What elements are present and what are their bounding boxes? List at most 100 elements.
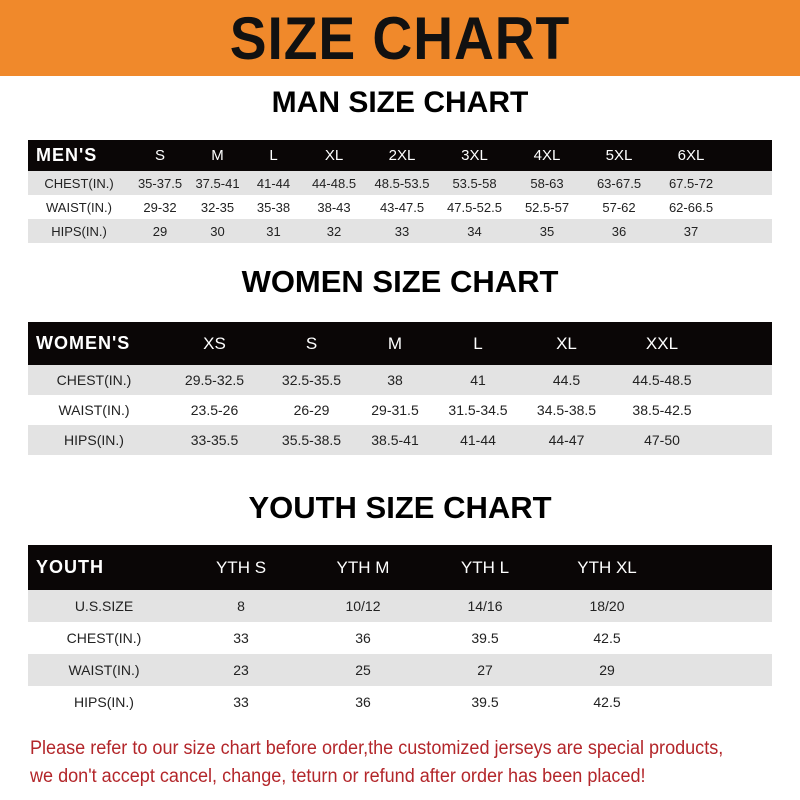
table-cell: 41-44 <box>460 432 496 448</box>
table-cell: 5XL <box>605 147 633 164</box>
table-cell: 23.5-26 <box>190 402 239 418</box>
row-label: U.S.SIZE <box>74 598 134 614</box>
table-cell: 35.5-38.5 <box>281 432 342 448</box>
table-row: U.S.SIZE 8 10/12 14/16 18/20 <box>28 590 772 622</box>
table-row: CHEST(IN.) 35-37.5 37.5-41 41-44 44-48.5 48.5… <box>28 171 772 195</box>
table-cell: XL <box>556 333 577 353</box>
table-cell: 48.5-53.5 <box>374 175 430 191</box>
row-label: CHEST(IN.) <box>66 630 142 646</box>
table-cell: 10/12 <box>345 598 381 614</box>
row-label: CHEST(IN.) <box>44 175 114 191</box>
table-cell: 31 <box>266 223 281 239</box>
table-row: HIPS(IN.) 33 36 39.5 42.5 <box>28 686 772 718</box>
table-row: CHEST(IN.) 33 36 39.5 42.5 <box>28 622 772 654</box>
row-label: WOMEN'S <box>36 333 131 353</box>
main-title: SIZE CHART <box>229 4 571 72</box>
notice-line: Please refer to our size chart before or… <box>30 738 724 759</box>
table-cell: 33 <box>233 630 249 646</box>
table-cell: 29-31.5 <box>371 402 419 418</box>
table-cell: 36 <box>355 630 371 646</box>
table-cell: 53.5-58 <box>452 175 497 191</box>
table-cell: 47.5-52.5 <box>447 199 502 215</box>
title-banner: SIZE CHART <box>0 0 800 76</box>
table-cell: 39.5 <box>471 630 499 646</box>
table-header-row: MEN'S S M L XL 2XL 3XL 4XL 5XL 6XL <box>28 140 772 171</box>
table-cell: 38.5-41 <box>371 432 419 448</box>
table-cell: 33 <box>233 694 249 710</box>
table-cell: 34 <box>467 223 482 239</box>
table-cell: L <box>269 147 278 164</box>
table-cell: S <box>154 147 165 164</box>
table-cell: YTH S <box>215 557 267 577</box>
table-cell: 18/20 <box>589 598 625 614</box>
table-row: HIPS(IN.) 33-35.5 35.5-38.5 38.5-41 41-44 44-… <box>28 425 772 455</box>
table-cell: 31.5-34.5 <box>448 402 508 418</box>
table-cell: 37 <box>683 223 699 239</box>
table-cell: 44-47 <box>548 432 585 448</box>
row-label: HIPS(IN.) <box>74 694 134 710</box>
table-cell: 35-37.5 <box>137 175 183 191</box>
table-cell: 37.5-41 <box>195 175 240 191</box>
men-section-title: MAN SIZE CHART <box>271 86 529 119</box>
table-cell: 41-44 <box>256 175 291 191</box>
table-cell: 52.5-57 <box>524 199 570 215</box>
table-cell: 39.5 <box>471 694 499 710</box>
row-label: HIPS(IN.) <box>64 432 124 448</box>
row-label: WAIST(IN.) <box>68 662 140 678</box>
women-size-table: WOMEN'S XS S M L XL XXL CHEST(IN.) 29.5-32.5 32.5… <box>28 322 772 455</box>
table-cell: 35 <box>539 223 555 239</box>
table-cell: 36 <box>611 223 627 239</box>
table-cell: YTH M <box>336 557 390 577</box>
table-cell: 57-62 <box>602 199 636 215</box>
table-cell: XL <box>324 147 344 164</box>
table-row: WAIST(IN.) 23.5-26 26-29 29-31.5 31.5-34.5 34… <box>28 395 772 425</box>
table-cell: 38-43 <box>317 199 351 215</box>
table-cell: 3XL <box>461 147 488 164</box>
table-cell: XS <box>203 333 226 353</box>
table-cell: 44.5 <box>552 372 581 388</box>
table-cell: 4XL <box>533 147 561 164</box>
row-label: WAIST(IN.) <box>46 199 112 215</box>
row-label: CHEST(IN.) <box>56 372 132 388</box>
table-cell: 2XL <box>388 147 416 164</box>
table-cell: 38 <box>387 372 403 388</box>
table-cell: 41 <box>470 372 486 388</box>
table-cell: 35-38 <box>256 199 291 215</box>
table-cell: 29 <box>152 223 168 239</box>
table-cell: 38.5-42.5 <box>632 402 692 418</box>
row-label: YOUTH <box>36 557 104 577</box>
table-header-row: YOUTH YTH S YTH M YTH L YTH XL <box>28 545 772 590</box>
table-cell: 33-35.5 <box>190 432 239 448</box>
table-row: WAIST(IN.) 29-32 32-35 35-38 38-43 43-47.5 47.… <box>28 195 772 219</box>
table-cell: 44-48.5 <box>311 175 357 191</box>
table-cell: S <box>305 333 318 353</box>
table-cell: 32.5-35.5 <box>281 372 342 388</box>
table-cell: M <box>211 147 224 164</box>
table-cell: 32 <box>326 223 342 239</box>
men-size-table: MEN'S S M L XL 2XL 3XL 4XL 5XL 6XL CHEST(IN.) 35-37… <box>28 140 772 243</box>
row-label: HIPS(IN.) <box>51 223 107 239</box>
table-cell: 43-47.5 <box>379 199 425 215</box>
table-cell: 58-63 <box>530 175 564 191</box>
row-label: MEN'S <box>36 145 98 165</box>
table-cell: 67.5-72 <box>668 175 714 191</box>
table-cell: 42.5 <box>593 694 621 710</box>
table-cell: 8 <box>237 598 245 614</box>
order-notice: Please refer to our size chart before or… <box>30 735 752 791</box>
table-cell: 36 <box>355 694 371 710</box>
table-cell: 29.5-32.5 <box>184 372 245 388</box>
table-cell: 23 <box>233 662 249 678</box>
youth-section-title: YOUTH SIZE CHART <box>248 490 552 525</box>
table-cell: 34.5-38.5 <box>536 402 597 418</box>
table-cell: YTH L <box>460 557 510 577</box>
table-cell: 44.5-48.5 <box>632 372 692 388</box>
table-header-row: WOMEN'S XS S M L XL XXL <box>28 322 772 365</box>
youth-size-table: YOUTH YTH S YTH M YTH L YTH XL U.S.SIZE 8 10/12… <box>28 545 772 718</box>
table-row: HIPS(IN.) 29 30 31 32 33 34 35 36 37 <box>28 219 772 243</box>
table-row: WAIST(IN.) 23 25 27 29 <box>28 654 772 686</box>
table-cell: 62-66.5 <box>668 199 714 215</box>
notice-line: we don't accept cancel, change, teturn o… <box>30 766 646 787</box>
table-cell: 26-29 <box>293 402 330 418</box>
table-cell: 63-67.5 <box>596 175 642 191</box>
table-cell: 29 <box>599 662 615 678</box>
